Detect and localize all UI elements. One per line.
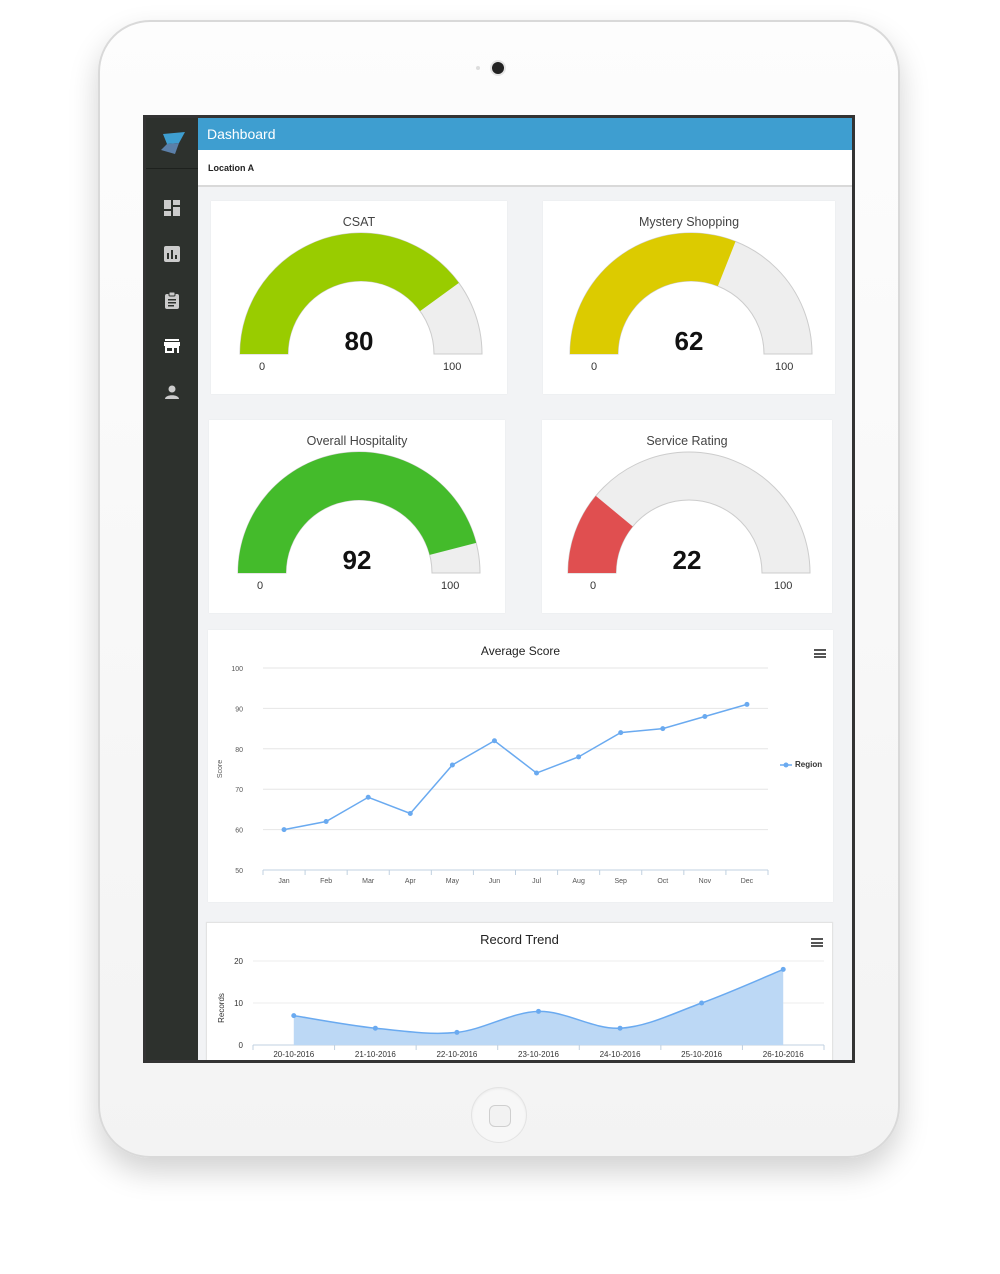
svg-text:70: 70 xyxy=(235,787,243,794)
bar-chart-icon xyxy=(164,246,180,262)
chart-title: Average Score xyxy=(480,644,561,658)
camera-icon xyxy=(492,62,504,74)
average-score-chart-card: Average Score 50 60 70 80 90 100 Jan Feb Mar Apr M… xyxy=(208,630,833,902)
gauge-title: Mystery Shopping xyxy=(638,215,740,229)
gauge-max: 100 xyxy=(774,580,793,592)
sidebar-item-reports[interactable] xyxy=(146,231,198,277)
svg-text:80: 80 xyxy=(235,747,243,754)
svg-text:23-10-2016: 23-10-2016 xyxy=(518,1050,559,1059)
svg-text:Dec: Dec xyxy=(741,878,754,885)
svg-text:Oct: Oct xyxy=(657,878,668,885)
svg-text:Sep: Sep xyxy=(614,878,627,885)
svg-text:60: 60 xyxy=(235,828,243,835)
top-bar: Dashboard xyxy=(198,118,852,150)
svg-text:24-10-2016: 24-10-2016 xyxy=(600,1050,641,1059)
svg-text:100: 100 xyxy=(231,666,243,673)
location-label[interactable]: Location A xyxy=(208,162,255,173)
gauge-chart xyxy=(567,451,811,574)
gauge-chart xyxy=(237,451,481,574)
gauge-card-csat: CSAT 80 0 100 xyxy=(211,201,507,394)
svg-text:10: 10 xyxy=(234,999,243,1008)
chart-title: Record Trend xyxy=(480,932,559,947)
chart-menu-icon[interactable] xyxy=(811,938,823,947)
sidebar-item-dashboard[interactable] xyxy=(146,185,198,231)
svg-text:Apr: Apr xyxy=(405,878,417,885)
home-button[interactable] xyxy=(472,1088,526,1142)
line-chart: 50 60 70 80 90 100 Jan Feb Mar Apr May Jun Jul Aug Sep… xyxy=(217,666,769,885)
gauge-value: 80 xyxy=(344,326,374,356)
svg-text:Records: Records xyxy=(217,993,226,1023)
gauge-min: 0 xyxy=(259,361,266,373)
logo-icon xyxy=(161,132,185,154)
sidebar-item-surveys[interactable] xyxy=(146,277,198,323)
svg-text:20: 20 xyxy=(234,957,243,966)
sidebar xyxy=(146,118,198,1060)
svg-text:50: 50 xyxy=(235,868,243,875)
store-icon xyxy=(164,339,180,353)
svg-text:20-10-2016: 20-10-2016 xyxy=(273,1050,314,1059)
gauge-value: 62 xyxy=(674,326,704,356)
gauge-chart xyxy=(239,232,483,355)
page-title: Dashboard xyxy=(207,126,276,142)
record-trend-chart-card: Record Trend 0 10 20 20-10-2016 21-10-2016 22… xyxy=(206,922,833,1060)
gauge-value: 92 xyxy=(342,545,372,575)
svg-text:Jan: Jan xyxy=(278,878,289,885)
svg-text:22-10-2016: 22-10-2016 xyxy=(436,1050,477,1059)
gauge-max: 100 xyxy=(443,361,462,373)
screen: Dashboard Location A CSAT 80 0 100 Myste… xyxy=(143,115,855,1063)
area-chart: 0 10 20 20-10-2016 21-10-2016 22-10-2016 23-10… xyxy=(217,957,825,1059)
svg-text:Nov: Nov xyxy=(699,878,712,885)
dashboard-icon xyxy=(164,200,180,216)
gauge-chart xyxy=(569,232,813,355)
sidebar-item-profile[interactable] xyxy=(146,369,198,415)
user-icon xyxy=(165,385,179,399)
location-bar: Location A xyxy=(198,150,852,187)
home-button-icon xyxy=(489,1105,511,1127)
gauge-max: 100 xyxy=(441,580,460,592)
main-content: Dashboard Location A CSAT 80 0 100 Myste… xyxy=(198,118,852,1060)
gauge-min: 0 xyxy=(590,580,597,592)
gauge-title: CSAT xyxy=(342,215,376,229)
legend-label: Region xyxy=(795,760,823,769)
svg-text:Mar: Mar xyxy=(362,878,375,885)
svg-text:0: 0 xyxy=(239,1041,244,1050)
svg-text:26-10-2016: 26-10-2016 xyxy=(763,1050,804,1059)
gauge-title: Service Rating xyxy=(646,434,728,448)
gauge-max: 100 xyxy=(775,361,794,373)
svg-text:25-10-2016: 25-10-2016 xyxy=(681,1050,722,1059)
svg-text:90: 90 xyxy=(235,706,243,713)
app-logo[interactable] xyxy=(146,118,198,169)
camera-sensor xyxy=(476,66,480,70)
gauge-card-mystery-shopping: Mystery Shopping 62 0 100 xyxy=(543,201,835,394)
gauge-title: Overall Hospitality xyxy=(306,434,408,448)
chart-menu-icon[interactable] xyxy=(814,649,826,658)
sidebar-item-stores[interactable] xyxy=(146,323,198,369)
gauge-value: 22 xyxy=(672,545,702,575)
gauge-card-service-rating: Service Rating 22 0 100 xyxy=(542,420,832,613)
gauge-min: 0 xyxy=(591,361,598,373)
svg-text:Jun: Jun xyxy=(489,878,500,885)
svg-text:Feb: Feb xyxy=(320,878,332,885)
svg-text:Aug: Aug xyxy=(572,878,585,885)
svg-text:Jul: Jul xyxy=(532,878,541,885)
gauge-min: 0 xyxy=(257,580,264,592)
gauge-card-overall-hospitality: Overall Hospitality 92 0 100 xyxy=(209,420,505,613)
legend-item[interactable]: Region xyxy=(780,760,822,769)
legend-marker-icon xyxy=(780,762,792,767)
svg-text:May: May xyxy=(446,878,460,885)
clipboard-icon xyxy=(165,291,179,309)
svg-text:21-10-2016: 21-10-2016 xyxy=(355,1050,396,1059)
svg-text:Score: Score xyxy=(217,760,224,778)
